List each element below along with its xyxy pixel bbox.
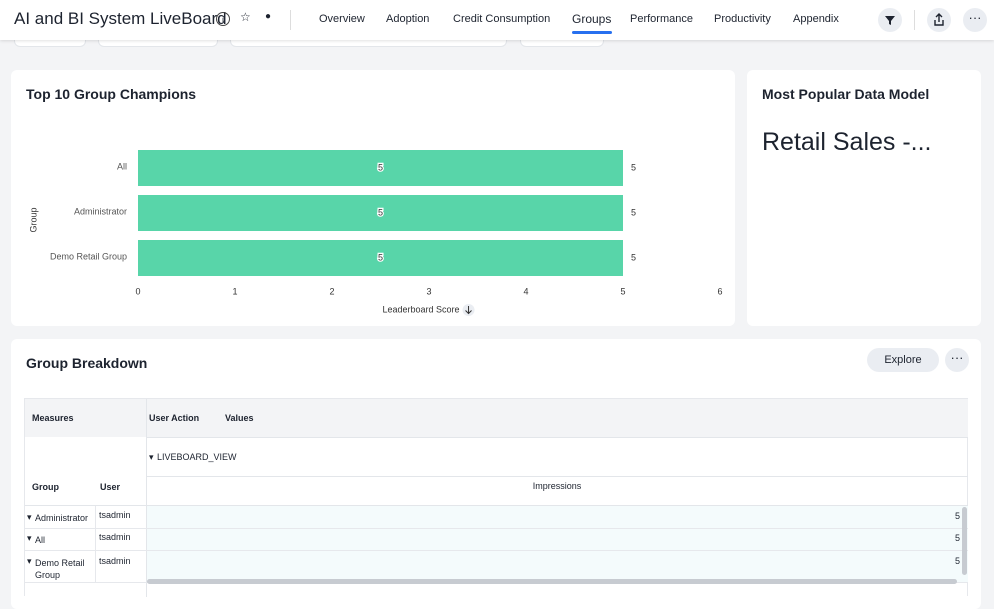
x-tick-label: 5	[620, 286, 625, 296]
tab[interactable]: Adoption	[386, 13, 429, 25]
filter-icon	[878, 8, 902, 32]
tab-underline	[572, 31, 612, 34]
filter-chip[interactable]	[98, 40, 218, 47]
share-icon	[927, 8, 951, 32]
x-tick-label: 4	[523, 286, 528, 296]
x-axis-label: Leaderboard Score	[382, 304, 459, 314]
tab[interactable]: Credit Consumption	[453, 13, 550, 25]
x-tick-label: 0	[135, 286, 140, 296]
lock-icon[interactable]: ●	[265, 11, 271, 22]
action-label: LIVEBOARD_VIEW	[157, 452, 237, 462]
bar-inner-label: 5	[378, 252, 383, 262]
star-icon[interactable]: ☆	[240, 10, 251, 24]
user-action-header: User Action	[149, 413, 199, 423]
divider	[95, 506, 96, 582]
divider	[290, 10, 291, 30]
tab[interactable]: Appendix	[793, 13, 839, 25]
x-tick-label: 6	[717, 286, 722, 296]
user-header: User	[100, 482, 120, 492]
tab-active[interactable]: Groups	[572, 12, 611, 26]
more-button[interactable]: ···	[945, 348, 969, 372]
measure-header: Impressions	[146, 481, 968, 491]
caret[interactable]: ▾	[27, 556, 32, 567]
value-cell: 5	[900, 533, 960, 543]
y-axis-label: Group	[28, 207, 38, 232]
divider	[25, 528, 968, 529]
measures-header: Measures	[32, 413, 74, 423]
values-area	[147, 506, 968, 582]
values-header: Values	[225, 413, 254, 423]
caret[interactable]: ▾	[27, 533, 32, 544]
y-tick-label: Demo Retail Group	[50, 251, 127, 261]
caret[interactable]: ▾	[149, 452, 154, 463]
group-cell: All	[35, 535, 45, 545]
v-scrollbar[interactable]	[962, 507, 967, 575]
group-cell: Administrator	[35, 513, 88, 523]
pivot-table	[24, 398, 968, 596]
tab[interactable]: Performance	[630, 13, 693, 25]
bar-value-label: 5	[631, 162, 636, 172]
value-cell: 5	[900, 511, 960, 521]
x-tick-label: 2	[329, 286, 334, 296]
divider	[146, 437, 968, 438]
filter-chip[interactable]	[520, 40, 604, 47]
card-title: Most Popular Data Model	[762, 86, 929, 102]
y-tick-label: Administrator	[74, 206, 127, 216]
bar-value-label: 5	[631, 207, 636, 217]
champions-card: Top 10 Group Champions 0123456Leaderboar…	[11, 70, 735, 326]
h-scrollbar[interactable]	[147, 579, 957, 584]
info-icon[interactable]: i	[216, 12, 230, 26]
y-tick-label: All	[117, 161, 127, 171]
group-header: Group	[32, 482, 59, 492]
x-tick-label: 1	[232, 286, 237, 296]
filter-chip[interactable]	[14, 40, 86, 47]
bar-inner-label: 5	[378, 207, 383, 217]
user-cell: tsadmin	[99, 532, 131, 542]
more-button[interactable]: ···	[963, 8, 987, 32]
bar-inner-label: 5	[378, 162, 383, 172]
bar-value-label: 5	[631, 252, 636, 262]
user-cell: tsadmin	[99, 556, 131, 566]
kpi-card: Most Popular Data Model Retail Sales -..…	[747, 70, 981, 326]
card-title: Group Breakdown	[26, 355, 147, 371]
user-cell: tsadmin	[99, 510, 131, 520]
divider	[146, 476, 968, 477]
divider	[914, 10, 915, 30]
explore-button[interactable]: Explore	[867, 348, 939, 372]
filter-chip[interactable]	[230, 40, 507, 47]
tab[interactable]: Productivity	[714, 13, 771, 25]
caret[interactable]: ▾	[27, 512, 32, 523]
value-cell: 5	[900, 556, 960, 566]
x-tick-label: 3	[426, 286, 431, 296]
header-bar: AI and BI System LiveBoard i ☆ ● Overvie…	[0, 0, 994, 40]
liveboard-title: AI and BI System LiveBoard	[14, 9, 227, 29]
bar-chart: 0 1 2 3 4 5 6 Leaderboard Score Group All 5 5 Admini…	[11, 70, 735, 326]
filter-button[interactable]	[878, 8, 902, 32]
page: {"header": {"title": "AI and BI System L…	[0, 0, 994, 596]
share-button[interactable]	[927, 8, 951, 32]
kpi-value: Retail Sales -...	[762, 128, 932, 157]
tab[interactable]: Overview	[319, 13, 365, 25]
group-cell: Demo Retail Group	[35, 557, 91, 581]
divider	[25, 550, 968, 551]
